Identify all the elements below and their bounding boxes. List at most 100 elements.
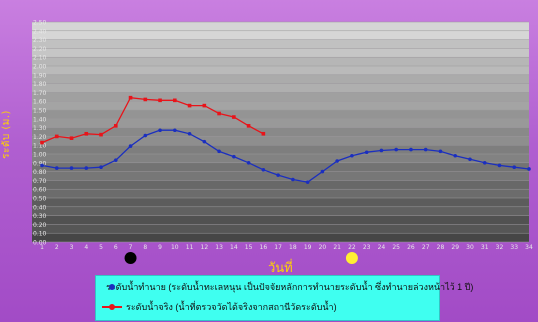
point-predicted bbox=[497, 163, 502, 168]
plot-band bbox=[32, 48, 529, 58]
point-predicted bbox=[305, 180, 310, 184]
y-axis-label: ระดับ (ม.) bbox=[0, 110, 12, 159]
x-tick-label: 25 bbox=[392, 244, 400, 251]
plot-band bbox=[32, 57, 529, 66]
y-tick-label: 2.50 bbox=[33, 20, 47, 27]
point-predicted bbox=[423, 147, 428, 152]
legend-label-predicted: ระดับน้ำทำนาย (ระดับน้ำทะเลหนุน เป็นปัจจ… bbox=[106, 282, 474, 292]
point-predicted bbox=[364, 150, 369, 155]
x-tick-label: 9 bbox=[158, 244, 162, 251]
y-tick-label: 2.00 bbox=[33, 64, 47, 71]
point-predicted bbox=[291, 177, 295, 182]
y-tick-label: 2.40 bbox=[33, 28, 47, 35]
legend-label-actual: ระดับน้ำจริง (น้ำที่ตรวจวัดได้จริงจากสถา… bbox=[126, 302, 337, 312]
point-predicted bbox=[320, 169, 325, 174]
point-predicted bbox=[335, 159, 339, 163]
point-predicted bbox=[379, 148, 384, 153]
plot-band bbox=[32, 145, 529, 154]
y-tick-label: 0.30 bbox=[33, 213, 47, 220]
point-actual bbox=[40, 140, 44, 145]
y-tick-label: 2.10 bbox=[33, 55, 47, 62]
y-tick-label: 0.80 bbox=[33, 169, 47, 176]
y-tick-label: 1.10 bbox=[33, 143, 47, 150]
point-predicted bbox=[217, 149, 221, 154]
chart-legend: ระดับน้ำทำนาย (ระดับน้ำทะเลหนุน เป็นปัจจ… bbox=[95, 275, 473, 321]
first-quarter-moon-icon bbox=[243, 251, 251, 265]
plot-band bbox=[32, 83, 529, 93]
y-tick-label: 2.20 bbox=[33, 46, 47, 53]
x-tick-label: 22 bbox=[348, 244, 356, 251]
x-tick-label: 27 bbox=[422, 244, 430, 251]
plot-band bbox=[32, 189, 529, 198]
y-tick-label: 2.30 bbox=[33, 37, 47, 44]
point-predicted bbox=[409, 147, 413, 152]
x-tick-label: 30 bbox=[466, 244, 474, 251]
point-actual bbox=[232, 115, 236, 119]
x-tick-label: 19 bbox=[304, 244, 312, 251]
last-quarter-moon-icon bbox=[467, 251, 475, 265]
point-predicted bbox=[246, 161, 251, 165]
y-tick-label: 1.30 bbox=[33, 125, 47, 132]
plot-band bbox=[32, 233, 529, 242]
new-moon-icon bbox=[124, 252, 137, 264]
x-tick-label: 18 bbox=[289, 244, 297, 251]
y-tick-label: 1.40 bbox=[33, 116, 47, 123]
plot-band bbox=[32, 198, 529, 207]
x-axis-label: วันที่ bbox=[268, 261, 293, 276]
plot-band bbox=[32, 136, 529, 146]
y-tick-label: 1.00 bbox=[33, 152, 47, 159]
y-tick-label: 0.00 bbox=[33, 240, 47, 247]
plot-band bbox=[32, 101, 529, 110]
point-predicted bbox=[40, 163, 44, 168]
x-tick-label: 6 bbox=[114, 244, 118, 251]
x-tick-label: 26 bbox=[407, 244, 415, 251]
series-line-actual bbox=[41, 97, 264, 144]
x-tick-label: 13 bbox=[215, 244, 223, 251]
y-tick-label: 0.90 bbox=[33, 160, 47, 167]
x-tick-label: 23 bbox=[363, 244, 371, 251]
point-predicted bbox=[276, 173, 280, 177]
point-predicted bbox=[261, 168, 266, 172]
plot-band bbox=[32, 224, 529, 234]
point-actual bbox=[69, 136, 74, 140]
x-tick-label: 7 bbox=[129, 244, 133, 251]
x-tick-label: 8 bbox=[143, 244, 147, 251]
x-tick-label: 14 bbox=[230, 244, 238, 251]
x-tick-label: 20 bbox=[319, 244, 327, 251]
point-predicted bbox=[54, 166, 59, 170]
x-tick-label: 24 bbox=[378, 244, 386, 251]
plot-band bbox=[32, 127, 529, 137]
y-tick-label: 0.70 bbox=[33, 178, 47, 185]
plot-band bbox=[32, 206, 529, 216]
point-actual bbox=[54, 134, 59, 139]
y-tick-label: 1.20 bbox=[33, 134, 47, 141]
point-actual bbox=[261, 131, 266, 136]
y-tick-label: 1.60 bbox=[33, 99, 47, 106]
plot-band bbox=[32, 110, 529, 119]
series-line-predicted bbox=[41, 129, 530, 183]
plot-band bbox=[32, 162, 529, 172]
x-tick-label: 2 bbox=[55, 244, 59, 251]
point-predicted bbox=[394, 147, 398, 152]
x-tick-label: 5 bbox=[99, 244, 103, 251]
point-predicted bbox=[99, 165, 103, 169]
point-predicted bbox=[482, 161, 487, 165]
x-tick-label: 15 bbox=[245, 244, 253, 251]
plot-band bbox=[32, 74, 529, 84]
x-tick-label: 17 bbox=[274, 244, 282, 251]
point-actual bbox=[158, 98, 162, 103]
point-actual bbox=[128, 95, 133, 100]
point-predicted bbox=[202, 139, 207, 144]
point-actual bbox=[202, 103, 207, 108]
y-tick-label: 0.60 bbox=[33, 187, 47, 194]
point-actual bbox=[113, 124, 118, 128]
y-tick-label: 1.90 bbox=[33, 72, 47, 79]
point-predicted bbox=[84, 166, 89, 170]
point-predicted bbox=[350, 153, 354, 158]
point-actual bbox=[246, 124, 251, 128]
point-predicted bbox=[69, 166, 74, 170]
y-tick-label: 0.40 bbox=[33, 204, 47, 211]
plot-band bbox=[32, 39, 529, 49]
y-tick-label: 0.50 bbox=[33, 196, 47, 203]
